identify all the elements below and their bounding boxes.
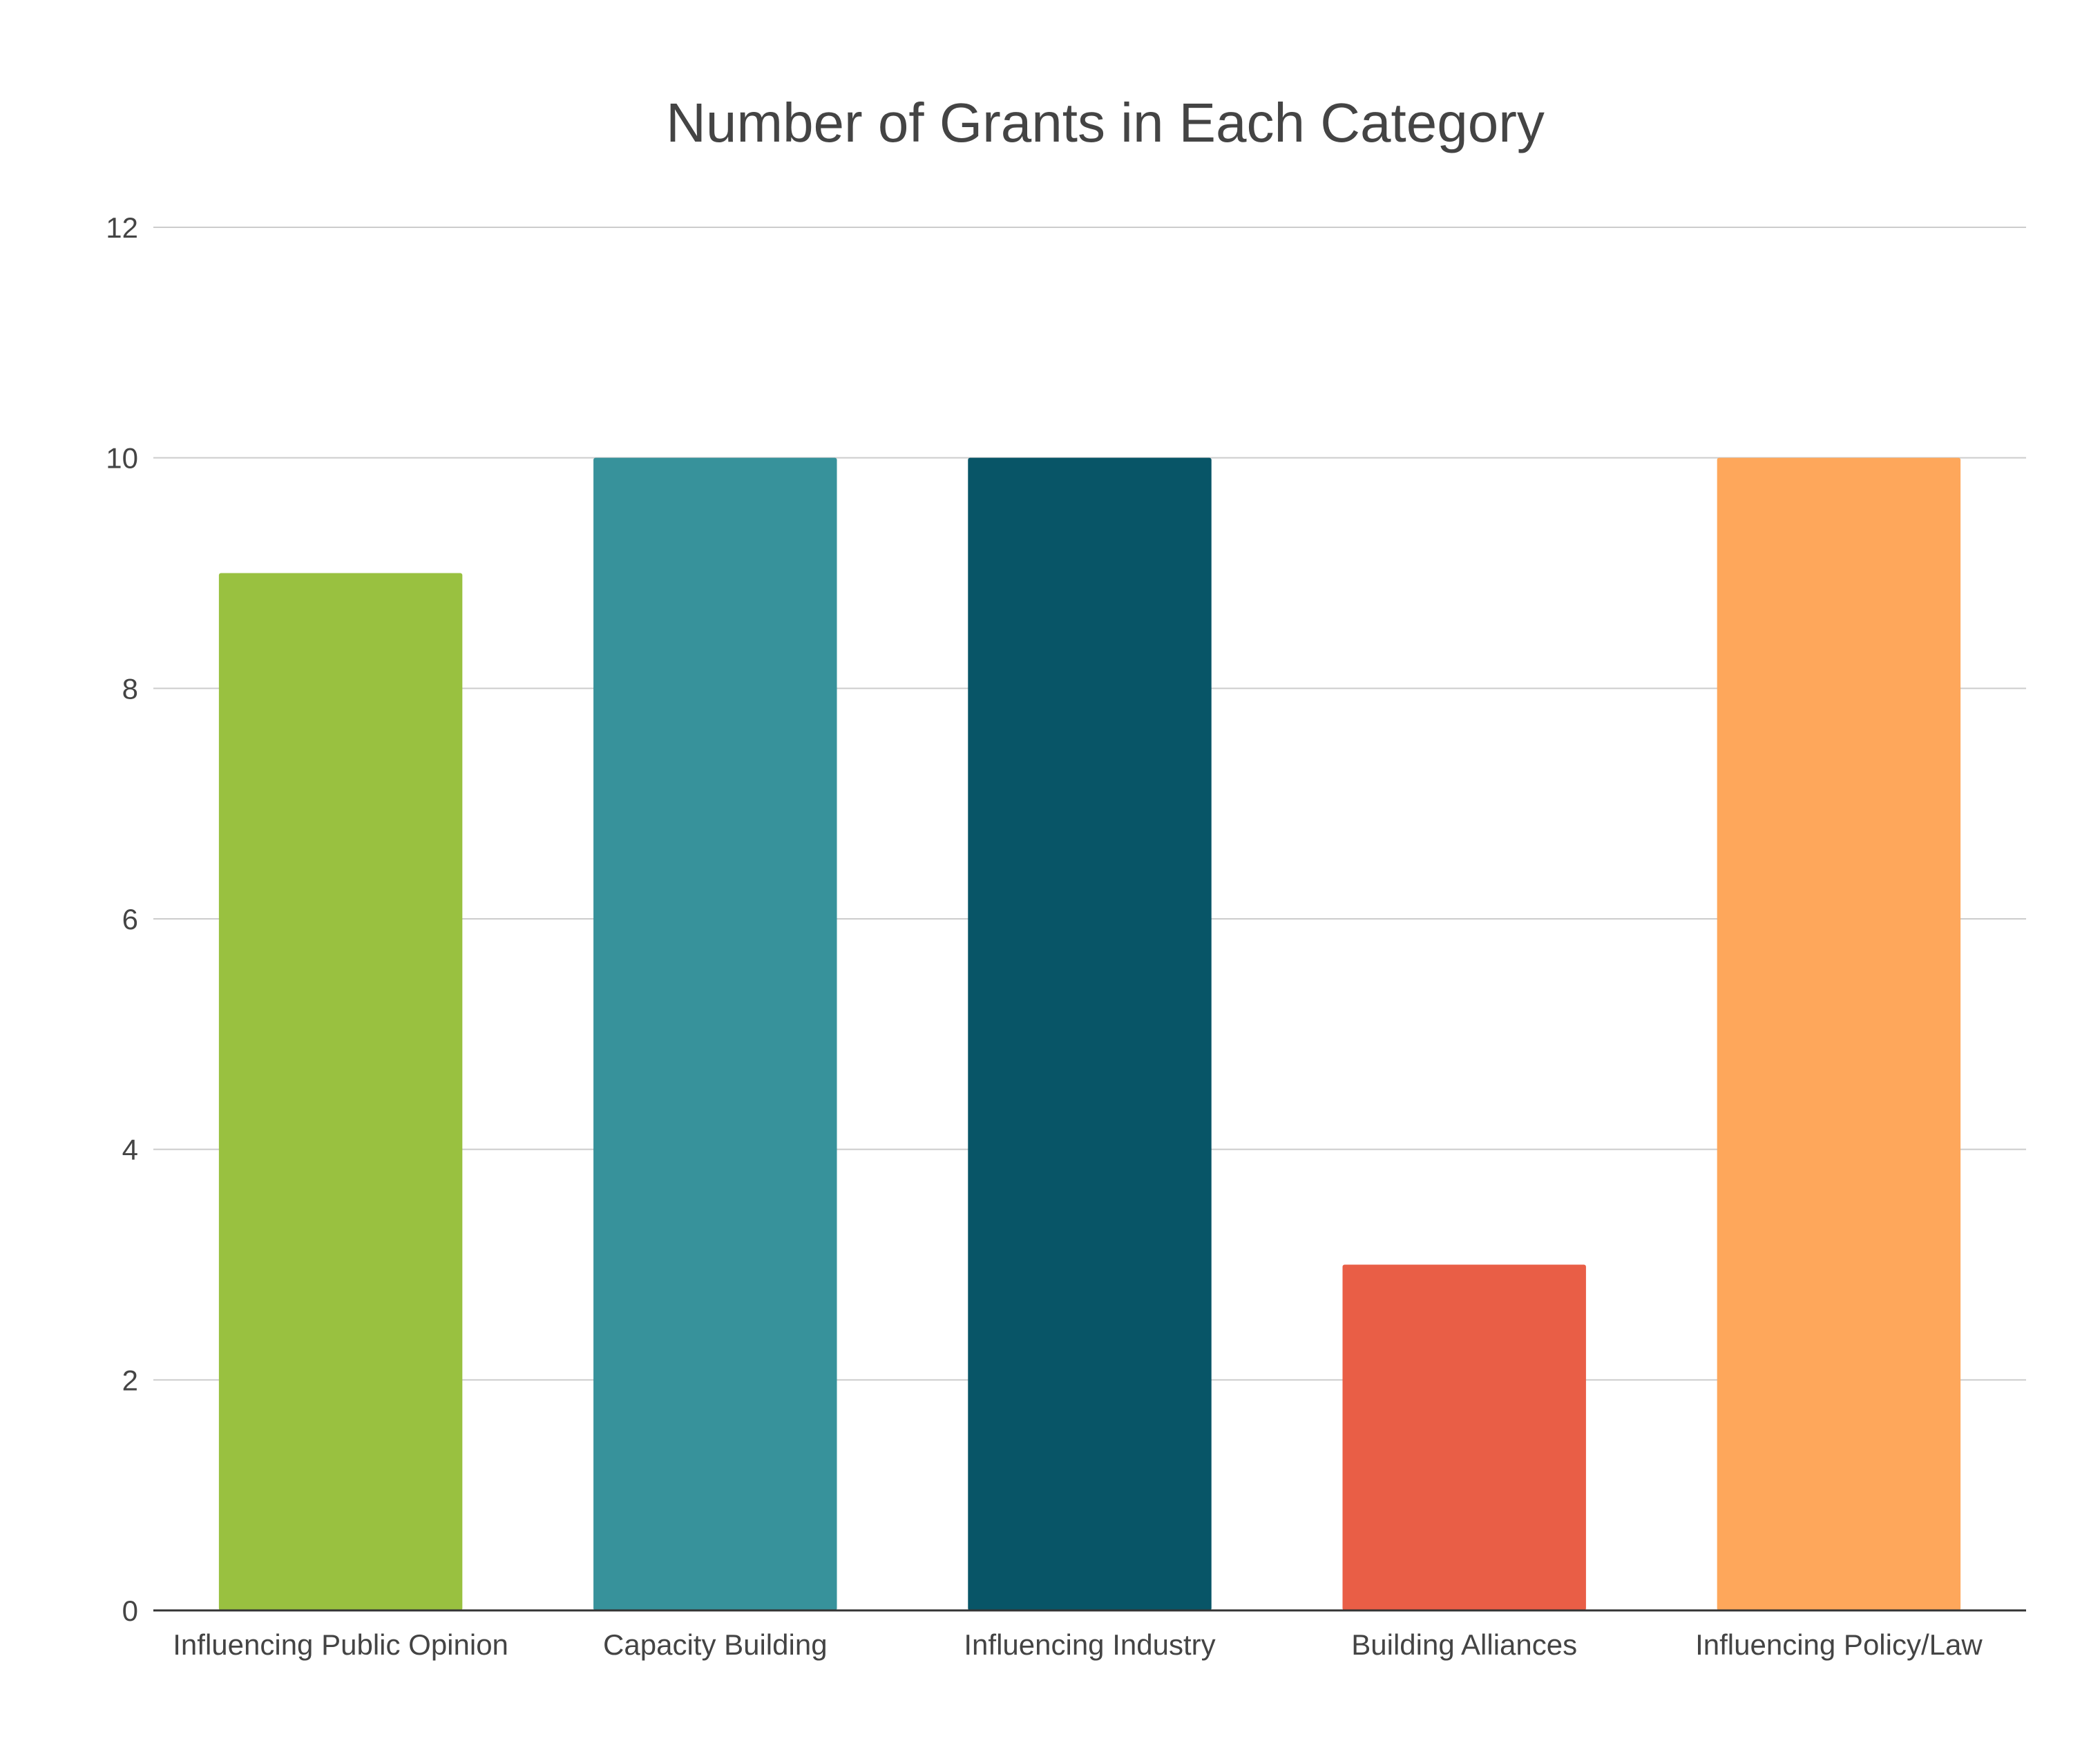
x-axis-labels: Influencing Public Opinion Capacity Build… xyxy=(173,1628,1983,1661)
y-tick-label: 8 xyxy=(122,672,138,705)
x-tick-label: Influencing Industry xyxy=(964,1628,1215,1661)
y-tick-label: 6 xyxy=(122,903,138,935)
chart-title: Number of Grants in Each Category xyxy=(666,92,1545,153)
bar xyxy=(593,457,837,1610)
y-tick-label: 2 xyxy=(122,1364,138,1396)
y-tick-label: 10 xyxy=(106,442,138,475)
bar xyxy=(218,573,463,1610)
x-tick-label: Influencing Public Opinion xyxy=(173,1628,508,1661)
x-tick-label: Capacity Building xyxy=(603,1628,828,1661)
bars xyxy=(218,457,1961,1610)
bar xyxy=(1717,457,1961,1610)
y-axis-ticks: 0 2 4 6 8 10 12 xyxy=(106,211,138,1627)
bar xyxy=(968,457,1212,1610)
y-tick-label: 0 xyxy=(122,1595,138,1627)
bar xyxy=(1342,1264,1586,1610)
x-tick-label: Building Alliances xyxy=(1351,1628,1577,1661)
y-tick-label: 12 xyxy=(106,211,138,244)
y-tick-label: 4 xyxy=(122,1134,138,1166)
x-tick-label: Influencing Policy/Law xyxy=(1695,1628,1983,1661)
